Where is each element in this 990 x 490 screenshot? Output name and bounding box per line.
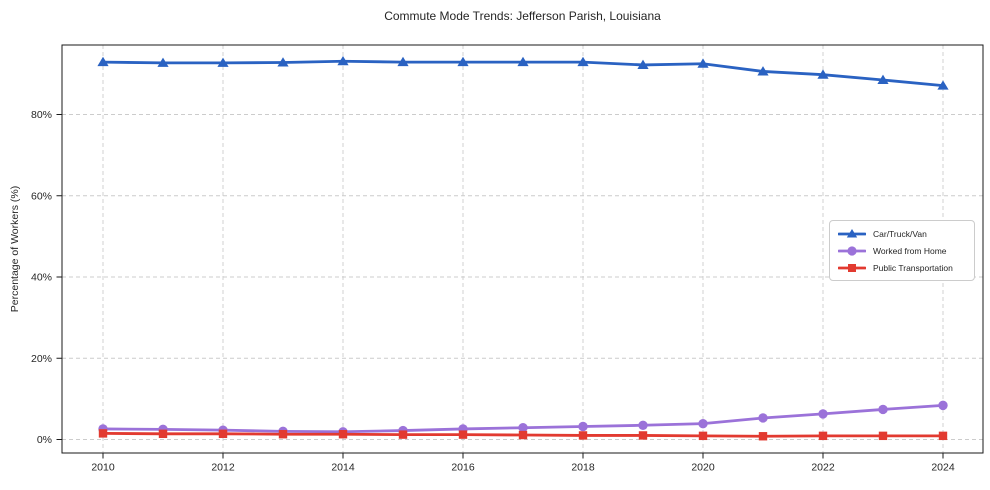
- chart-title: Commute Mode Trends: Jefferson Parish, L…: [384, 9, 661, 23]
- x-tick-label: 2016: [451, 462, 475, 474]
- square-marker: [458, 430, 468, 439]
- x-tick-label: 2022: [811, 462, 835, 474]
- x-tick-label: 2018: [571, 462, 595, 474]
- square-marker: [98, 429, 108, 438]
- x-tick-label: 2020: [691, 462, 715, 474]
- square-marker: [398, 430, 408, 439]
- square-legend-icon: [838, 263, 866, 272]
- circle-legend-icon: [838, 245, 866, 256]
- series-markers-public-transportation: [98, 429, 948, 441]
- circle-marker: [518, 423, 528, 433]
- circle-marker: [578, 421, 588, 432]
- legend-item-label: Worked from Home: [873, 245, 947, 256]
- legend-item-label: Public Transportation: [873, 262, 953, 273]
- legend-item-worked-from-home: Worked from Home: [838, 244, 966, 257]
- triangle-legend-icon: [838, 228, 866, 237]
- y-tick-label: 0%: [37, 434, 52, 446]
- square-marker: [938, 431, 948, 441]
- x-tick-label: 2014: [331, 462, 355, 474]
- square-marker: [878, 431, 888, 441]
- square-marker: [848, 263, 856, 272]
- triangle-marker: [697, 58, 709, 68]
- square-marker: [158, 429, 168, 439]
- legend-item-label: Car/Truck/Van: [873, 228, 927, 239]
- triangle-marker: [517, 56, 529, 67]
- circle-marker: [818, 409, 828, 419]
- circle-marker: [758, 413, 768, 423]
- triangle-marker: [757, 66, 769, 76]
- x-tick-label: 2024: [931, 462, 955, 474]
- square-marker: [518, 430, 528, 440]
- triangle-marker: [277, 57, 289, 67]
- circle-marker: [698, 418, 708, 429]
- circle-marker: [638, 420, 648, 430]
- triangle-marker: [337, 55, 349, 66]
- square-marker: [758, 432, 768, 441]
- square-marker: [578, 431, 588, 440]
- triangle-marker: [817, 69, 829, 79]
- y-tick-label: 80%: [31, 109, 52, 121]
- triangle-marker: [157, 57, 169, 67]
- triangle-marker: [937, 80, 949, 90]
- y-tick-label: 60%: [31, 190, 52, 202]
- legend-item-car-truck-van: Car/Truck/Van: [838, 227, 966, 240]
- square-marker: [278, 430, 288, 439]
- square-marker: [638, 431, 648, 440]
- triangle-marker: [877, 74, 889, 84]
- legend-item-public-transportation: Public Transportation: [838, 261, 966, 274]
- triangle-marker: [637, 59, 649, 69]
- circle-marker: [847, 245, 857, 256]
- plot-frame: [61, 44, 984, 454]
- triangle-marker: [846, 228, 858, 237]
- square-marker: [338, 430, 348, 439]
- square-marker: [818, 431, 828, 441]
- triangle-marker: [97, 56, 109, 67]
- square-marker: [218, 429, 228, 439]
- circle-marker: [938, 400, 948, 411]
- triangle-marker: [457, 56, 469, 67]
- axis-ticks: [56, 114, 944, 459]
- x-tick-label: 2012: [211, 462, 235, 474]
- y-tick-label: 40%: [31, 272, 52, 284]
- axis-tick-labels: 2010 2012 2014 2016 2018 2020 2022 2024 0% 20% 40%…: [31, 109, 955, 473]
- triangle-marker: [577, 56, 589, 67]
- x-tick-label: 2010: [91, 462, 115, 474]
- circle-marker: [878, 404, 888, 415]
- triangle-marker: [397, 56, 409, 67]
- legend: Car/Truck/Van Worked from Home Public Tran…: [829, 220, 975, 281]
- triangle-marker: [217, 57, 229, 67]
- square-marker: [698, 431, 708, 441]
- y-tick-label: 20%: [31, 353, 52, 365]
- series-markers-car-truck-van: [97, 55, 949, 90]
